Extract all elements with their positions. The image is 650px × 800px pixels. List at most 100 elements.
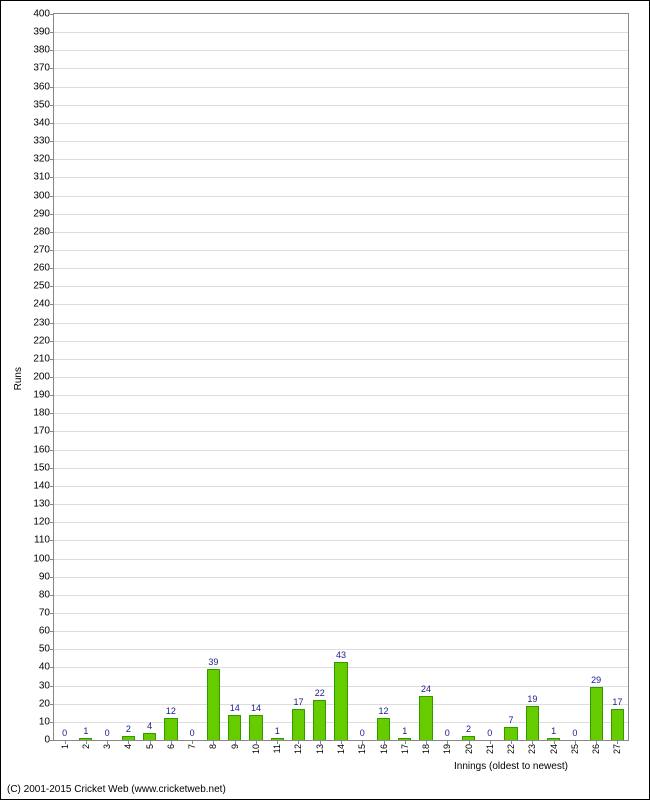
y-tick-label: 60 [39,626,54,637]
bar-value-label: 2 [466,724,471,734]
y-tick-label: 380 [33,45,54,56]
y-tick-label: 200 [33,372,54,383]
y-tick-label: 50 [39,644,54,655]
bar [398,738,411,740]
y-tick-label: 350 [33,99,54,110]
gridline [54,105,628,106]
x-tick-label: 10 [251,744,261,756]
gridline [54,540,628,541]
gridline [54,232,628,233]
y-tick-label: 140 [33,480,54,491]
y-tick-label: 70 [39,607,54,618]
gridline [54,141,628,142]
y-tick-label: 390 [33,27,54,38]
gridline [54,359,628,360]
y-tick-label: 150 [33,462,54,473]
copyright-text: (C) 2001-2015 Cricket Web (www.cricketwe… [7,784,226,795]
x-tick-label: 12 [293,744,303,756]
bar-value-label: 0 [190,728,195,738]
bar-value-label: 14 [251,703,261,713]
bar [79,738,92,740]
x-tick-label: 4 [123,744,133,751]
gridline [54,286,628,287]
x-tick-label: 18 [421,744,431,756]
gridline [54,87,628,88]
x-tick-label: 20 [464,744,474,756]
x-tick-label: 21 [485,744,495,756]
gridline [54,214,628,215]
y-tick-label: 290 [33,208,54,219]
y-tick-label: 180 [33,408,54,419]
gridline [54,377,628,378]
bar [207,669,220,740]
bar-value-label: 12 [166,706,176,716]
gridline [54,522,628,523]
x-tick-label: 3 [102,744,112,751]
y-tick-label: 110 [34,535,54,546]
bar-value-label: 43 [336,650,346,660]
bar-value-label: 0 [62,728,67,738]
gridline [54,268,628,269]
y-tick-label: 270 [33,244,54,255]
x-tick-label: 19 [442,744,452,756]
gridline [54,486,628,487]
x-tick-label: 24 [549,744,559,756]
bar [419,696,432,740]
bar-value-label: 0 [360,728,365,738]
bar-value-label: 39 [208,657,218,667]
y-tick-label: 300 [33,190,54,201]
y-tick-label: 400 [33,9,54,20]
y-tick-label: 130 [33,499,54,510]
bar-value-label: 12 [379,706,389,716]
x-tick-label: 26 [591,744,601,756]
bar [143,733,156,740]
bar [334,662,347,740]
gridline [54,431,628,432]
gridline [54,341,628,342]
y-tick-label: 20 [39,698,54,709]
bar [377,718,390,740]
x-tick-label: 27 [612,744,622,756]
y-tick-label: 170 [33,426,54,437]
x-tick-label: 5 [145,744,155,751]
plot-area: 0102030405060708090100110120130140150160… [53,13,629,741]
bar-value-label: 17 [612,697,622,707]
bar [611,709,624,740]
gridline [54,32,628,33]
bar-value-label: 0 [445,728,450,738]
bar [313,700,326,740]
x-tick-label: 7 [187,744,197,751]
y-tick-label: 330 [33,136,54,147]
bar-value-label: 0 [487,728,492,738]
bar-value-label: 1 [402,726,407,736]
y-tick-label: 100 [33,553,54,564]
bar [228,715,241,740]
y-tick-label: 30 [39,680,54,691]
gridline [54,304,628,305]
bar [504,727,517,740]
y-tick-label: 40 [39,662,54,673]
chart-frame: 0102030405060708090100110120130140150160… [0,0,650,800]
bar-value-label: 24 [421,684,431,694]
bar-value-label: 4 [147,721,152,731]
bar-value-label: 19 [527,694,537,704]
x-tick-label: 17 [400,744,410,756]
bar [271,738,284,740]
gridline [54,595,628,596]
y-tick-label: 320 [33,154,54,165]
bar-value-label: 22 [315,688,325,698]
x-axis-title: Innings (oldest to newest) [454,761,568,772]
y-tick-label: 190 [33,390,54,401]
y-tick-label: 0 [44,735,54,746]
x-tick-label: 9 [230,744,240,751]
bar-value-label: 1 [83,726,88,736]
bar-value-label: 0 [105,728,110,738]
gridline [54,323,628,324]
bar [547,738,560,740]
gridline [54,631,628,632]
x-tick-label: 22 [506,744,516,756]
gridline [54,395,628,396]
y-tick-label: 250 [33,281,54,292]
bar [526,706,539,740]
gridline [54,50,628,51]
